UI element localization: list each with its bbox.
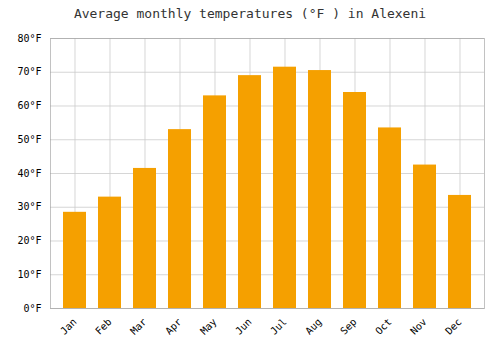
svg-text:Aug: Aug [303, 316, 324, 337]
svg-text:0°F: 0°F [23, 303, 41, 314]
svg-text:Jan: Jan [58, 316, 79, 337]
html-text:Average monthly temperatures (: Average monthly temperatures (°F ) in Al… [73, 6, 427, 21]
svg-text:Apr: Apr [163, 316, 184, 337]
svg-text:Dec: Dec [443, 316, 464, 337]
svg-text:Nov: Nov [408, 316, 429, 337]
svg-text:Feb: Feb [93, 316, 114, 337]
svg-text:Mar: Mar [128, 316, 149, 337]
svg-text:70°F: 70°F [17, 66, 41, 77]
svg-text:30°F: 30°F [17, 201, 41, 212]
svg-text:Oct: Oct [373, 316, 394, 337]
svg-text:50°F: 50°F [17, 134, 41, 145]
svg-text:60°F: 60°F [17, 100, 41, 111]
svg-text:40°F: 40°F [17, 168, 41, 179]
svg-text:May: May [198, 316, 219, 337]
svg-text:Jul: Jul [268, 316, 289, 337]
svg-text:Jun: Jun [233, 316, 254, 337]
svg-text:10°F: 10°F [17, 269, 41, 280]
svg-text:Sep: Sep [338, 316, 359, 337]
svg-text:80°F: 80°F [17, 33, 41, 44]
svg-text:20°F: 20°F [17, 235, 41, 246]
